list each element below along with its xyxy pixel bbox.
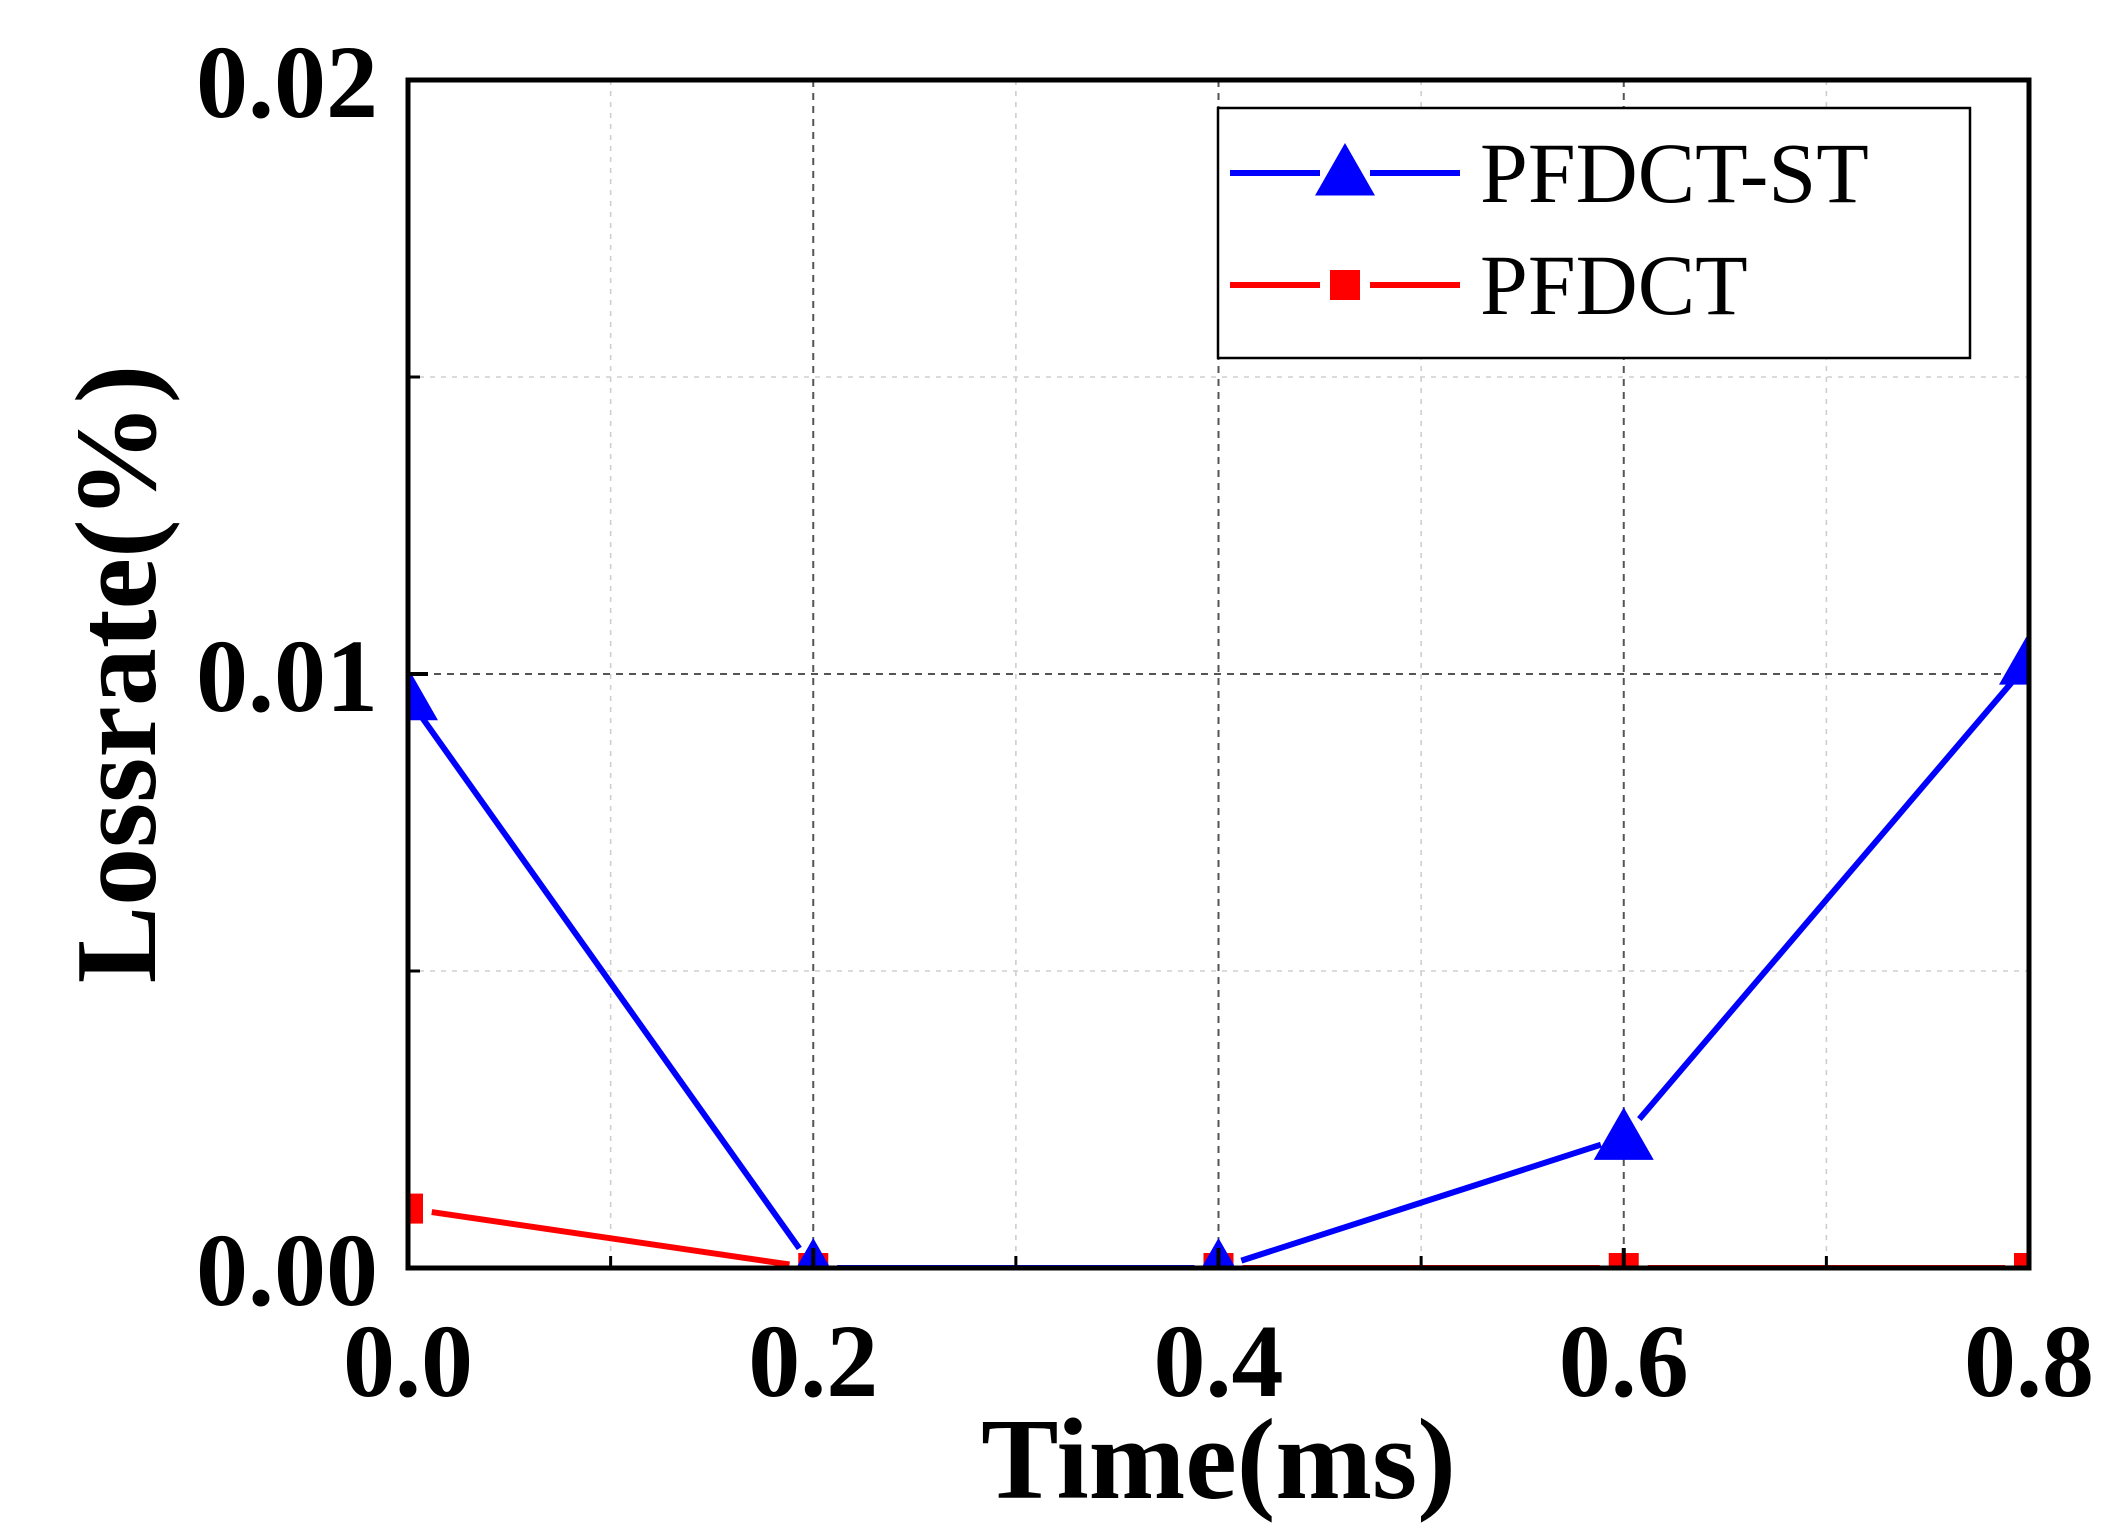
series-line-segment <box>1240 1141 1602 1264</box>
x-axis-title: Time(ms) <box>981 1396 1456 1524</box>
square-marker <box>1330 270 1360 300</box>
y-tick-label: 0.00 <box>196 1213 378 1328</box>
x-tick-label: 0.8 <box>1964 1304 2094 1419</box>
x-tick-label: 0.6 <box>1559 1304 1689 1419</box>
x-tick-label: 0.0 <box>343 1304 473 1419</box>
series-line-segment <box>431 1209 790 1268</box>
triangle-marker <box>1593 1107 1654 1160</box>
series-line-segment <box>419 715 802 1251</box>
legend-label: PFDCT-ST <box>1480 125 1869 221</box>
triangle-marker <box>1315 143 1375 196</box>
triangle-marker <box>1999 632 2029 685</box>
y-tick-label: 0.01 <box>196 619 378 734</box>
legend-item: PFDCT-ST <box>1230 125 1869 221</box>
x-tick-label: 0.2 <box>748 1304 878 1419</box>
y-tick-label: 0.02 <box>196 25 378 140</box>
tick-labels: 0.0 0.2 0.4 0.6 0.8 0.00 0.01 0.02 <box>196 25 2094 1419</box>
series-line-segment <box>1637 678 2016 1122</box>
square-marker <box>408 1193 423 1224</box>
series-pfdct-st <box>408 632 2029 1268</box>
legend-item: PFDCT <box>1230 237 1748 333</box>
legend-label: PFDCT <box>1480 237 1748 333</box>
square-marker <box>2014 1253 2029 1268</box>
x-tick-label: 0.4 <box>1154 1304 1284 1419</box>
triangle-marker <box>408 667 438 721</box>
legend: PFDCT-ST PFDCT <box>1216 106 1972 360</box>
axis-ticks <box>406 78 2031 1270</box>
y-axis-title: Lossrate(%) <box>53 365 181 984</box>
